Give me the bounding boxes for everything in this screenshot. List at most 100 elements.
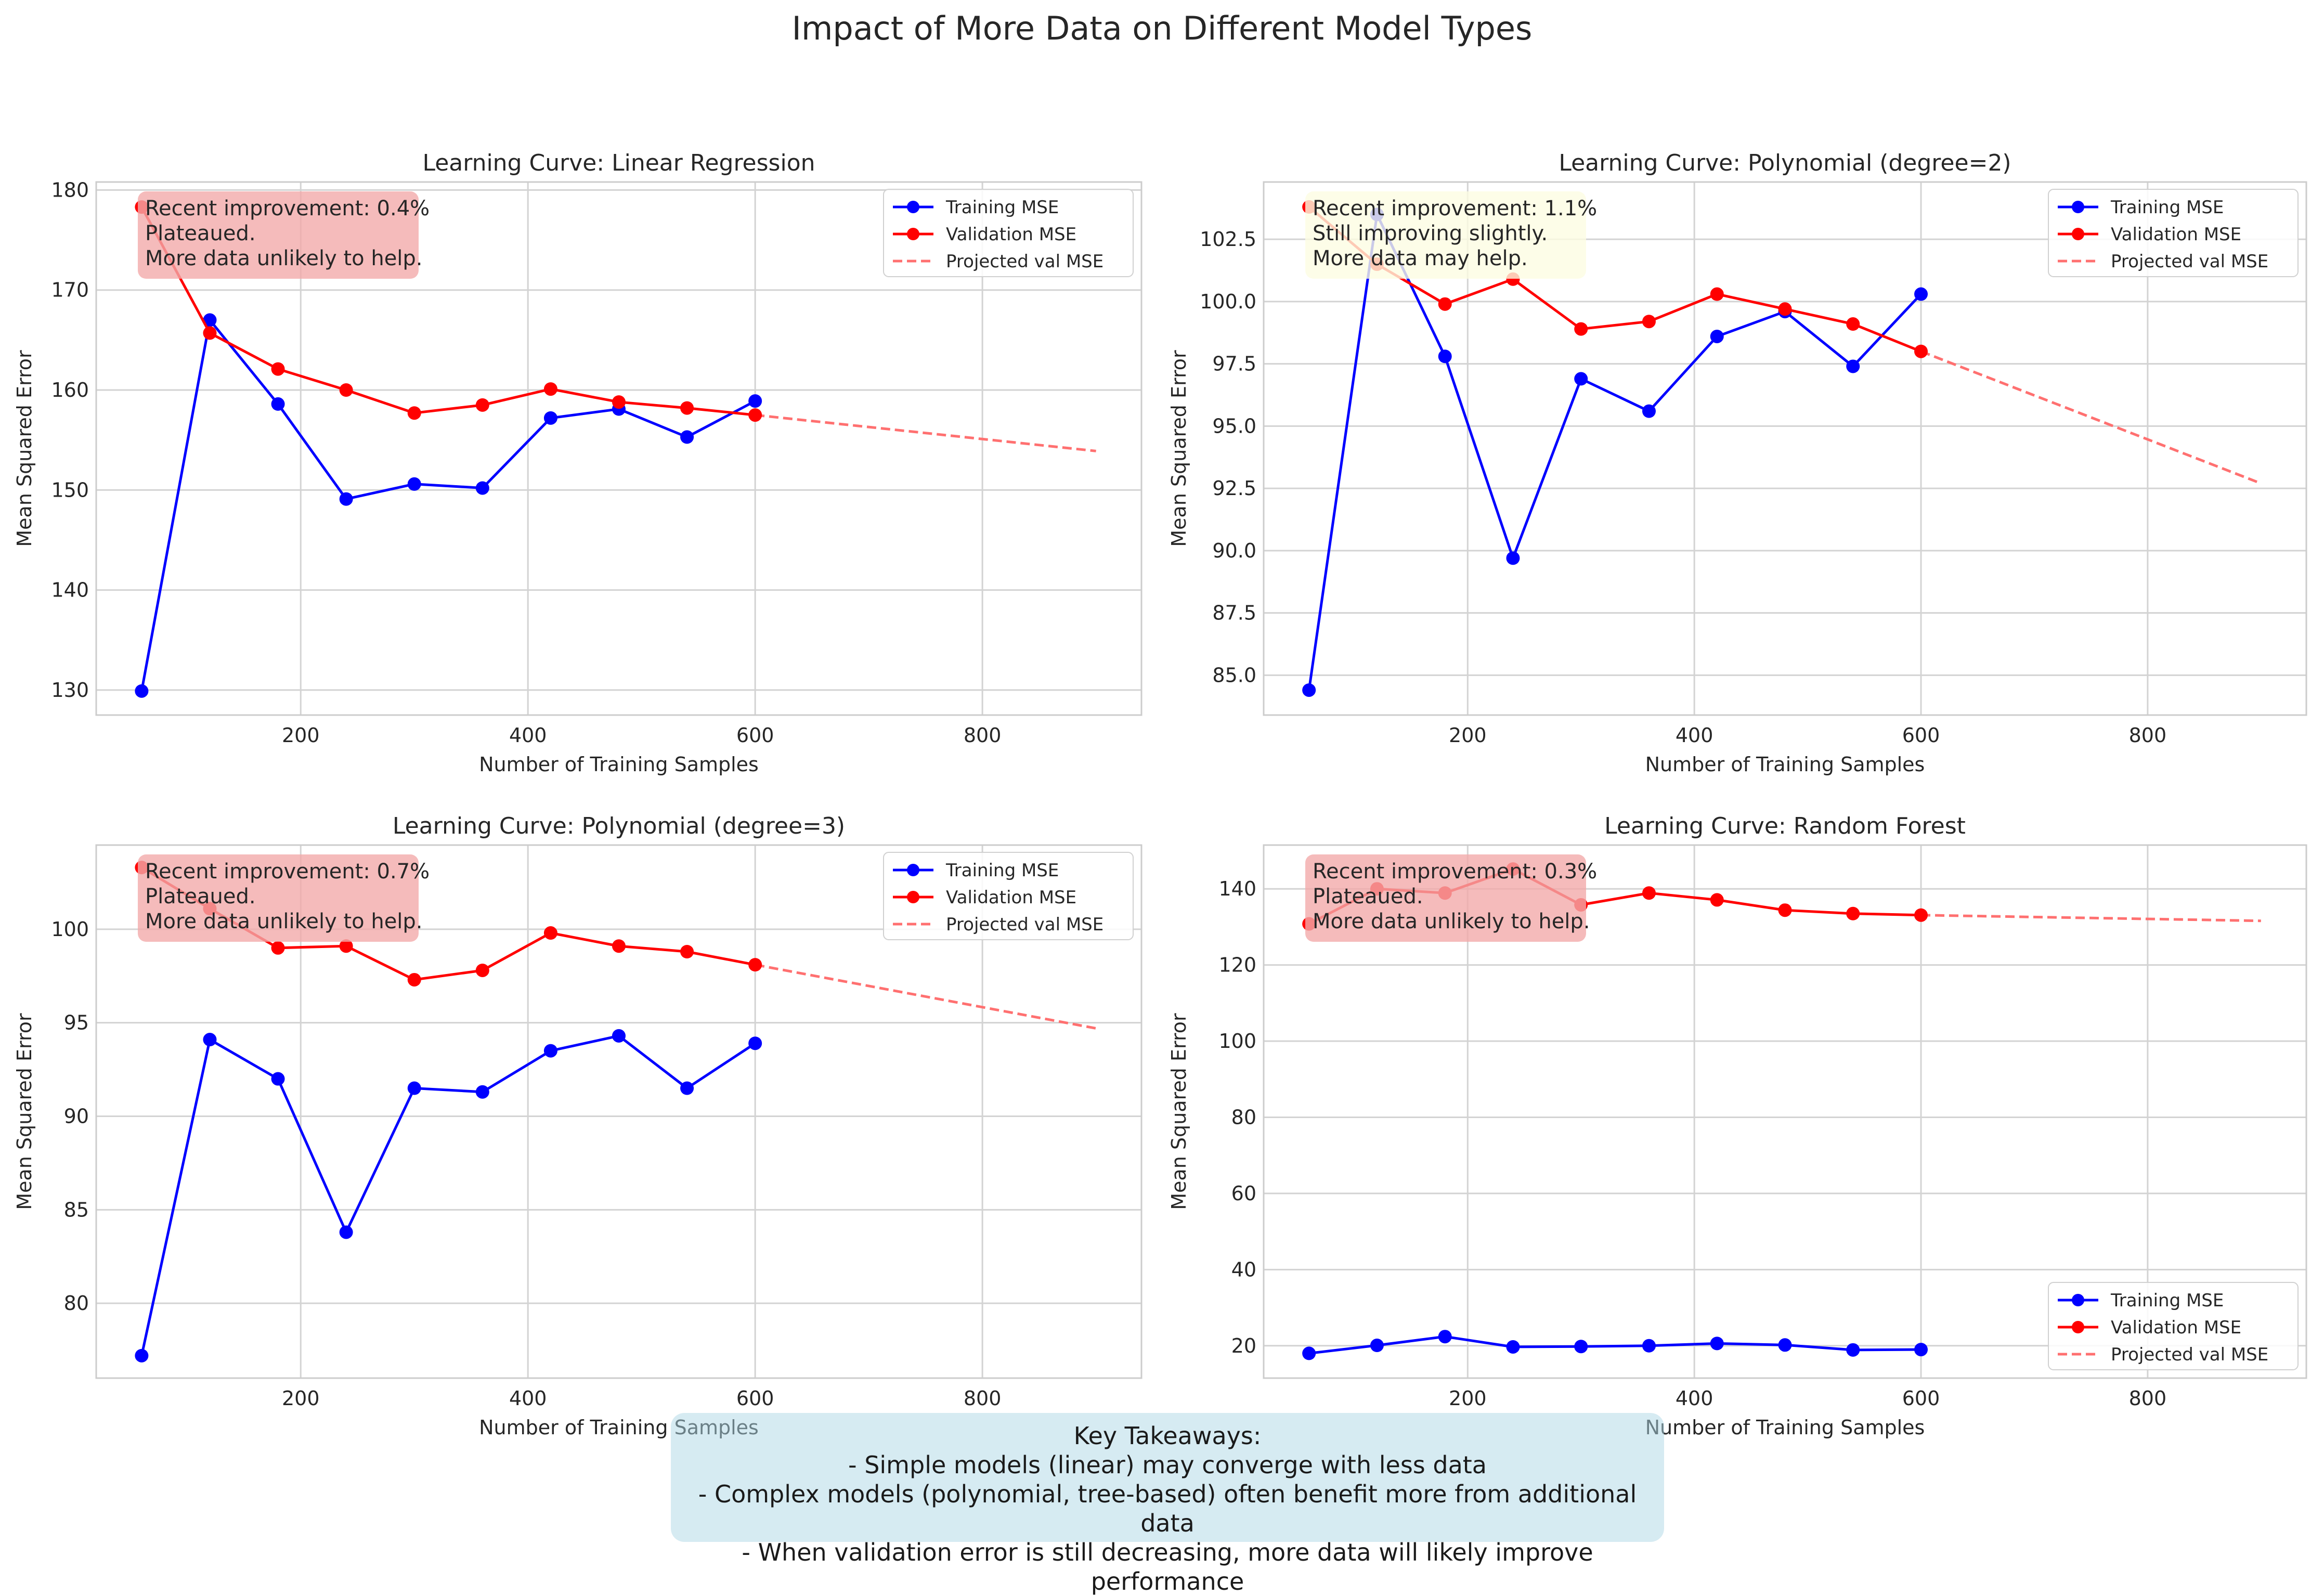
x-axis-label: Number of Training Samples bbox=[1645, 753, 1925, 776]
y-tick-label: 40 bbox=[1231, 1258, 1256, 1281]
training-mse-point bbox=[1710, 1337, 1724, 1351]
validation-mse-point bbox=[1778, 903, 1792, 917]
x-axis-label: Number of Training Samples bbox=[1645, 1416, 1925, 1439]
y-tick-label: 180 bbox=[51, 178, 89, 201]
legend-swatch-marker bbox=[907, 228, 919, 240]
validation-mse-point bbox=[271, 362, 285, 376]
validation-mse-point bbox=[1846, 317, 1860, 331]
validation-mse-point bbox=[612, 395, 626, 409]
training-mse-point bbox=[543, 411, 557, 425]
validation-mse-point bbox=[1642, 315, 1656, 329]
plot-frame bbox=[1263, 181, 2307, 716]
y-tick-label: 60 bbox=[1231, 1182, 1256, 1205]
training-mse-point bbox=[407, 477, 421, 491]
training-mse-point bbox=[1846, 1343, 1860, 1357]
legend-label: Training MSE bbox=[2110, 197, 2224, 218]
x-axis-label: Number of Training Samples bbox=[479, 753, 759, 776]
legend-box bbox=[2048, 189, 2299, 277]
random-forest-panel: 200 400 600 800 20 40 60 80 100 120 140 Learning Cu… bbox=[1167, 813, 2307, 1439]
y-tick-label: 160 bbox=[51, 379, 89, 401]
y-tick-label: 130 bbox=[51, 679, 89, 702]
training-mse-point bbox=[135, 1348, 149, 1363]
projected-val-mse-line bbox=[1920, 914, 2261, 923]
y-tick-label: 102.5 bbox=[1200, 228, 1256, 251]
y-tick-label: 92.5 bbox=[1212, 477, 1256, 500]
training-mse-point bbox=[135, 684, 149, 698]
legend-box bbox=[883, 852, 1134, 940]
figure-title: Impact of More Data on Different Model T… bbox=[791, 9, 1533, 47]
y-tick-label: 95 bbox=[64, 1011, 89, 1034]
legend-label: Projected val MSE bbox=[2111, 251, 2268, 272]
x-tick-label: 600 bbox=[736, 1387, 774, 1410]
validation-mse-point bbox=[543, 382, 557, 396]
takeaway-line-1: - Simple models (linear) may converge wi… bbox=[848, 1451, 1487, 1479]
legend-swatch-marker bbox=[2072, 228, 2084, 240]
training-mse-point bbox=[680, 1081, 694, 1095]
x-tick-label: 400 bbox=[509, 724, 547, 747]
validation-mse-point bbox=[612, 939, 626, 953]
y-tick-label: 140 bbox=[1218, 877, 1256, 900]
legend-label: Validation MSE bbox=[2111, 1317, 2241, 1338]
legend-label: Projected val MSE bbox=[946, 251, 1103, 272]
validation-mse-point bbox=[1710, 287, 1724, 301]
annotation-line: Recent improvement: 0.7% bbox=[145, 860, 430, 884]
training-mse-point bbox=[1506, 1340, 1520, 1354]
panel-title: Learning Curve: Polynomial (degree=3) bbox=[393, 813, 845, 839]
x-tick-label: 200 bbox=[1449, 724, 1487, 747]
x-tick-label: 600 bbox=[1902, 1387, 1940, 1410]
annotation-line: Plateaued. bbox=[145, 885, 256, 909]
training-mse-point bbox=[1914, 1343, 1928, 1357]
training-mse-point bbox=[1574, 1340, 1588, 1354]
validation-mse-line bbox=[1308, 205, 1921, 353]
x-tick-label: 200 bbox=[282, 1387, 320, 1410]
validation-mse-point bbox=[203, 326, 217, 340]
legend-swatch-marker bbox=[2072, 1294, 2084, 1306]
x-tick-label: 200 bbox=[282, 724, 320, 747]
annotation-line: Still improving slightly. bbox=[1313, 222, 1548, 245]
annotation-box bbox=[1305, 854, 1586, 942]
annotation-line: More data unlikely to help. bbox=[145, 910, 423, 933]
validation-mse-point bbox=[680, 401, 694, 415]
panel-title: Learning Curve: Random Forest bbox=[1604, 813, 1966, 839]
y-tick-label: 80 bbox=[1231, 1106, 1256, 1128]
validation-mse-point bbox=[748, 408, 762, 422]
training-mse-point bbox=[475, 481, 489, 495]
annotation-line: Plateaued. bbox=[145, 222, 256, 245]
x-tick-label: 600 bbox=[736, 724, 774, 747]
validation-mse-point bbox=[1914, 344, 1928, 358]
y-tick-label: 170 bbox=[51, 279, 89, 302]
y-tick-label: 85.0 bbox=[1212, 664, 1256, 686]
y-tick-label: 95.0 bbox=[1212, 414, 1256, 437]
x-tick-label: 400 bbox=[1676, 1387, 1713, 1410]
annotation-line: Recent improvement: 0.3% bbox=[1313, 860, 1597, 884]
projected-val-mse-line bbox=[755, 963, 1097, 1030]
training-mse-point bbox=[1642, 1339, 1656, 1353]
training-mse-point bbox=[1710, 329, 1724, 343]
legend-swatch-marker bbox=[907, 201, 919, 213]
training-mse-point bbox=[1438, 349, 1452, 364]
annotation-line: Plateaued. bbox=[1313, 885, 1423, 909]
validation-mse-point bbox=[1710, 893, 1724, 907]
validation-mse-point bbox=[475, 398, 489, 412]
annotation-line: More data unlikely to help. bbox=[145, 246, 423, 270]
x-tick-label: 400 bbox=[1676, 724, 1713, 747]
training-mse-line bbox=[140, 1034, 756, 1356]
training-mse-point bbox=[1370, 1339, 1384, 1353]
y-tick-label: 150 bbox=[51, 478, 89, 501]
y-tick-label: 100.0 bbox=[1200, 290, 1256, 313]
validation-mse-point bbox=[543, 926, 557, 940]
linear-regression-panel: 200 400 600 800 130 140 150 160 170 180 Learning C… bbox=[13, 150, 1142, 776]
annotation-line: Recent improvement: 1.1% bbox=[1313, 197, 1597, 220]
key-takeaways-box: Key Takeaways: - Simple models (linear) … bbox=[671, 1413, 1664, 1595]
annotation-line: Recent improvement: 0.4% bbox=[145, 197, 430, 220]
training-mse-point bbox=[1574, 372, 1588, 386]
training-mse-point bbox=[543, 1044, 557, 1058]
plot-frame bbox=[95, 181, 1142, 716]
y-tick-label: 20 bbox=[1231, 1334, 1256, 1357]
projected-val-mse-line bbox=[1920, 350, 2262, 485]
training-mse-point bbox=[680, 430, 694, 444]
validation-mse-point bbox=[748, 958, 762, 972]
annotation-box bbox=[138, 191, 419, 279]
legend-label: Validation MSE bbox=[946, 224, 1076, 245]
x-tick-label: 400 bbox=[509, 1387, 547, 1410]
